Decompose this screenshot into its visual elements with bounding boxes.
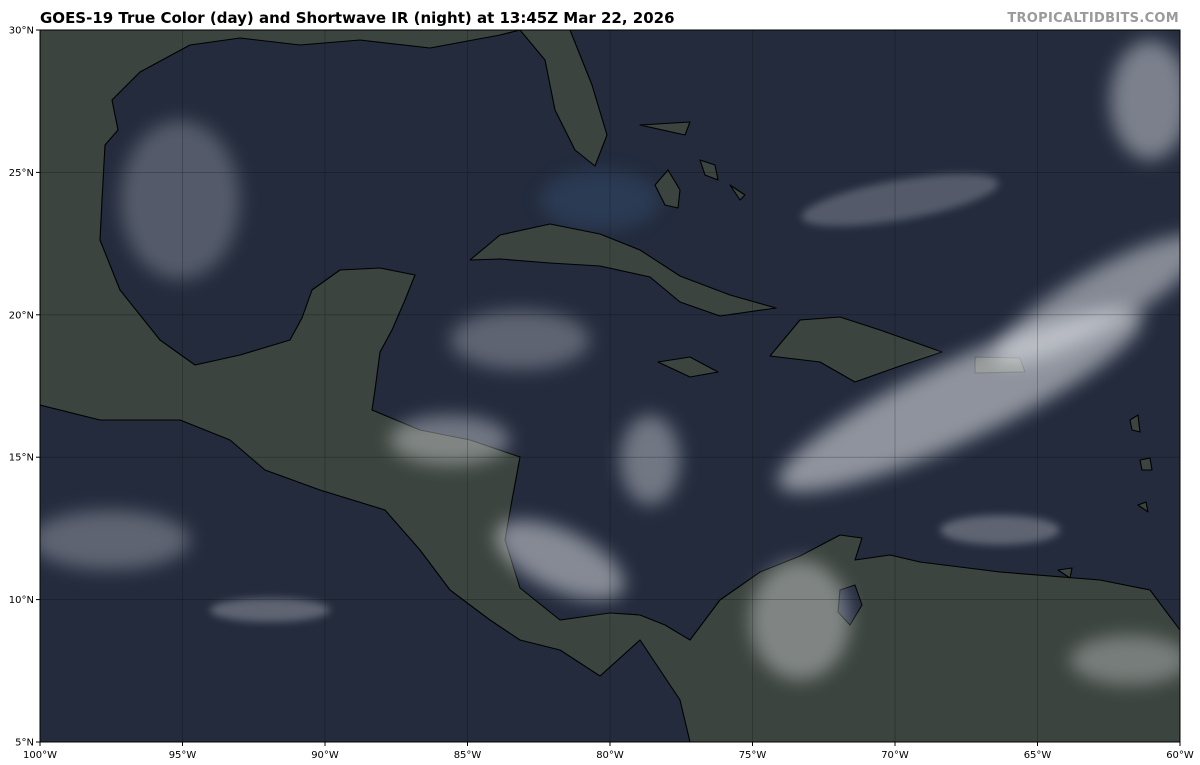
jamaica (657, 356, 719, 378)
lon-tick-label: 90°W (311, 750, 339, 761)
cloud-band (750, 560, 850, 680)
florida (519, 30, 608, 167)
cloud-band (120, 120, 240, 280)
lat-tick-label: 10°N (9, 595, 34, 606)
cloud-band (801, 173, 999, 227)
hispaniola (769, 316, 943, 383)
lat-tick-label: 5°N (15, 738, 34, 749)
gridlines (40, 30, 1180, 742)
lon-tick-label: 95°W (169, 750, 197, 761)
cloud-band (450, 310, 590, 370)
lat-tick-label: 15°N (9, 453, 34, 464)
shallow-water-bahamas (540, 170, 660, 230)
cloud-band (390, 415, 510, 465)
lon-tick-label: 80°W (596, 750, 624, 761)
axis-ticks: 100°W 95°W 90°W 85°W 80°W 75°W 70°W 65°W 60°W 30°… (9, 26, 1194, 762)
cloud-band (995, 234, 1180, 366)
cloud-band (1070, 635, 1180, 685)
brand-watermark: TROPICALTIDBITS.COM (1007, 11, 1179, 26)
bahamas (639, 121, 746, 209)
cloud-band (495, 519, 625, 601)
lon-tick-label: 85°W (454, 750, 482, 761)
lat-tick-label: 20°N (9, 310, 34, 321)
lon-tick-label: 60°W (1166, 750, 1194, 761)
cloud-band (940, 515, 1060, 545)
mainland-americas (40, 30, 1180, 742)
map-title: GOES-19 True Color (day) and Shortwave I… (40, 9, 675, 27)
lat-tick-label: 30°N (9, 26, 34, 37)
cloud-band (620, 415, 680, 505)
lon-tick-label: 100°W (23, 750, 57, 761)
cuba (469, 223, 777, 317)
lesser-antilles (1057, 414, 1153, 579)
lat-tick-label: 25°N (9, 168, 34, 179)
lon-tick-label: 75°W (739, 750, 767, 761)
cloud-cover (40, 40, 1180, 685)
lon-tick-label: 70°W (881, 750, 909, 761)
lon-tick-label: 65°W (1024, 750, 1052, 761)
land-masses (40, 30, 1180, 742)
cloud-band (40, 510, 190, 570)
cloud-band (1110, 40, 1180, 160)
cloud-band (210, 598, 330, 622)
